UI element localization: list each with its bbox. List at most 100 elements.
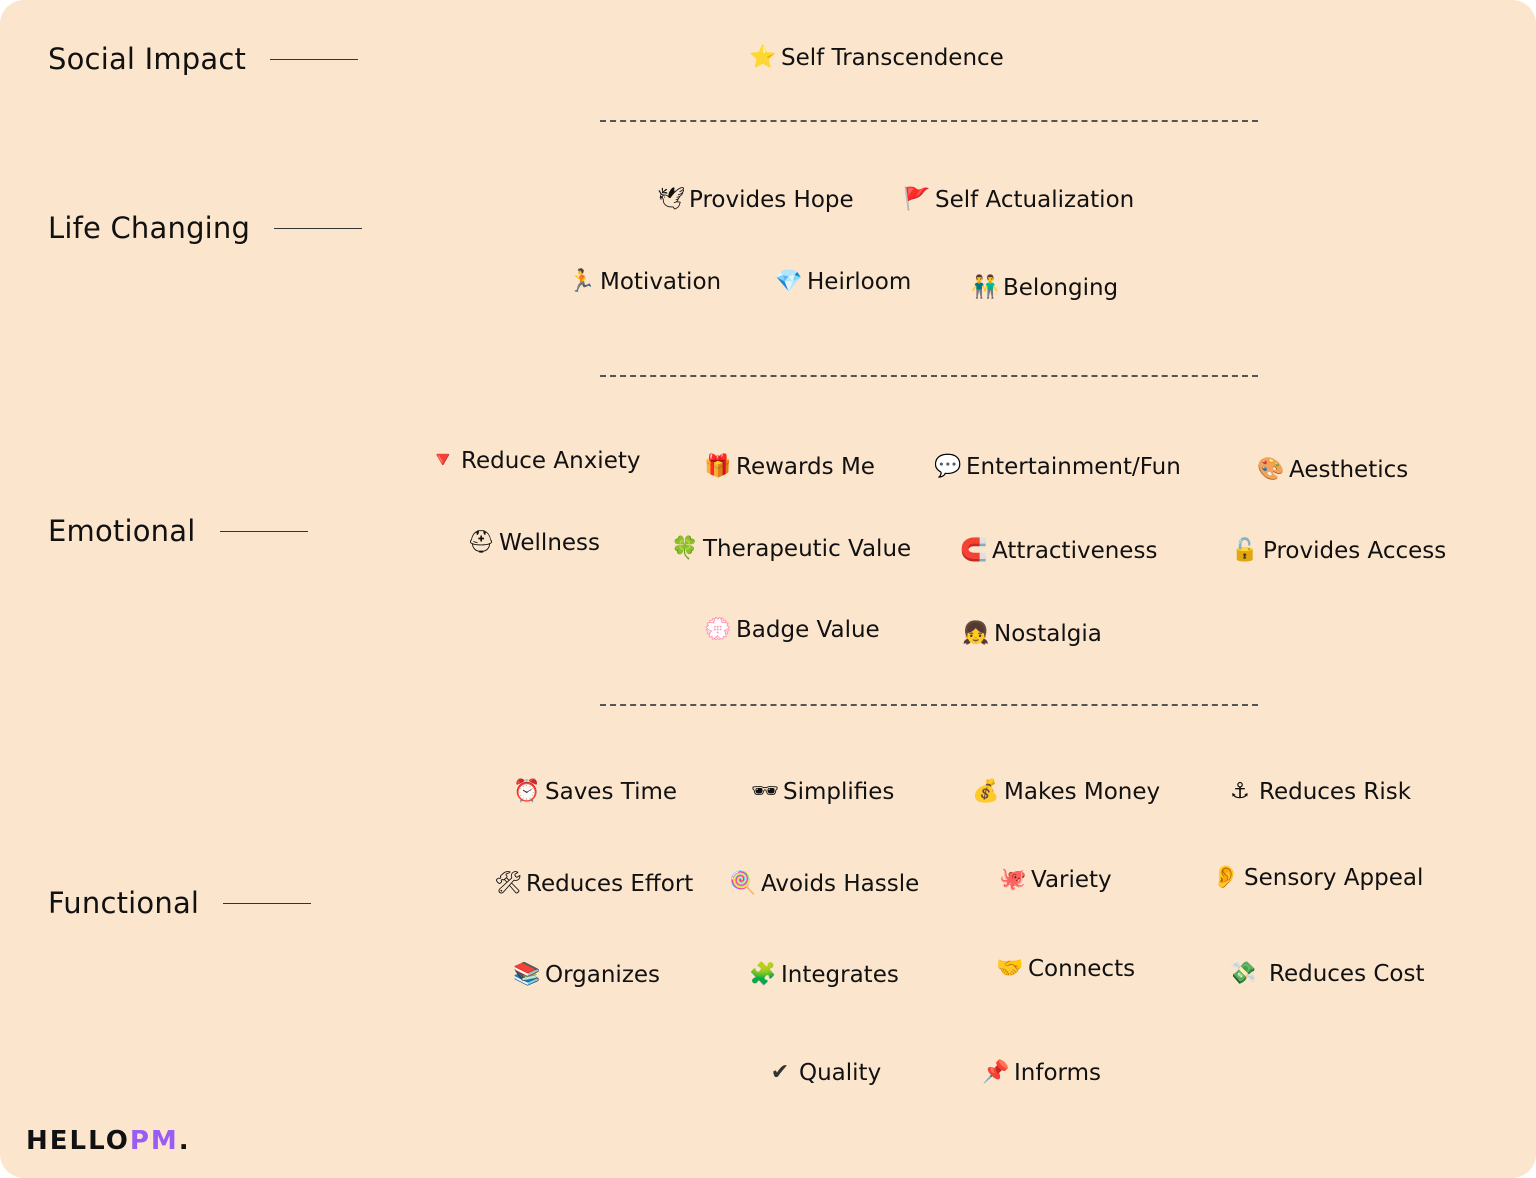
layer-label-life-changing: Life Changing bbox=[48, 211, 363, 245]
value-belonging: 👬 Belonging bbox=[971, 275, 1118, 301]
value-attractiveness: 🧲 Attractiveness bbox=[960, 538, 1157, 564]
value-label: Informs bbox=[1014, 1060, 1101, 1086]
layer-divider bbox=[600, 120, 1258, 122]
hammer-wrench-icon: 🛠 bbox=[494, 871, 522, 896]
value-variety: 🐙 Variety bbox=[999, 867, 1112, 893]
dove-icon: 🕊 bbox=[657, 187, 685, 212]
value-simplifies: 🕶 Simplifies bbox=[751, 779, 894, 805]
value-wellness: ⛑ Wellness bbox=[467, 530, 600, 556]
money-with-wings-icon: 💸 bbox=[1229, 961, 1257, 986]
value-label: Rewards Me bbox=[736, 454, 875, 480]
value-quality: ✔ Quality bbox=[767, 1060, 881, 1086]
money-bag-icon: 💰 bbox=[972, 779, 1000, 804]
label-connector-line bbox=[223, 902, 312, 904]
value-label: Quality bbox=[799, 1060, 882, 1086]
star-icon: ⭐ bbox=[749, 45, 777, 70]
badge-flower-icon: 💮 bbox=[704, 617, 732, 642]
check-mark-icon: ✔ bbox=[770, 1060, 790, 1085]
value-organizes: 📚 Organizes bbox=[513, 962, 660, 988]
value-label: Organizes bbox=[545, 962, 661, 988]
books-icon: 📚 bbox=[513, 962, 541, 987]
label-connector-line bbox=[270, 58, 359, 60]
red-triangle-down-icon: 🔻 bbox=[429, 448, 457, 473]
value-connects: 🤝 Connects bbox=[996, 956, 1135, 982]
value-motivation: 🏃 Motivation bbox=[568, 269, 721, 295]
layer-title: Life Changing bbox=[48, 211, 251, 245]
value-label: Simplifies bbox=[783, 779, 895, 805]
logo-pm: PM bbox=[129, 1126, 179, 1156]
ear-icon: 👂 bbox=[1212, 865, 1240, 890]
value-label: Heirloom bbox=[807, 269, 912, 295]
value-label: Wellness bbox=[499, 530, 601, 556]
value-reduces-risk: ⚓ Reduces Risk bbox=[1227, 779, 1411, 805]
logo-hello: HELLO bbox=[26, 1126, 130, 1156]
value-badge-value: 💮 Badge Value bbox=[704, 617, 880, 643]
value-label: Reduce Anxiety bbox=[461, 448, 641, 474]
value-label: Entertainment/Fun bbox=[966, 454, 1181, 480]
logo-dot: . bbox=[178, 1126, 191, 1156]
value-sensory-appeal: 👂 Sensory Appeal bbox=[1212, 865, 1423, 891]
value-label: Reduces Risk bbox=[1259, 779, 1412, 805]
value-label: Variety bbox=[1031, 867, 1112, 893]
alarm-clock-icon: ⏰ bbox=[513, 779, 541, 804]
value-heirloom: 💎 Heirloom bbox=[775, 269, 911, 295]
value-rewards-me: 🎁 Rewards Me bbox=[704, 454, 875, 480]
girl-face-icon: 👧 bbox=[962, 621, 990, 646]
value-self-actualization: 🚩 Self Actualization bbox=[903, 187, 1134, 213]
value-entertainment-fun: 💬 Entertainment/Fun bbox=[934, 454, 1181, 480]
value-self-transcendence: ⭐ Self Transcendence bbox=[749, 45, 1004, 71]
label-connector-line bbox=[274, 227, 363, 229]
layer-title: Emotional bbox=[48, 514, 196, 548]
gem-icon: 💎 bbox=[775, 269, 803, 294]
value-label: Connects bbox=[1028, 956, 1136, 982]
value-label: Attractiveness bbox=[992, 538, 1158, 564]
value-label: Therapeutic Value bbox=[703, 536, 912, 562]
value-label: Belonging bbox=[1003, 275, 1119, 301]
anchor-icon: ⚓ bbox=[1230, 779, 1250, 804]
value-makes-money: 💰 Makes Money bbox=[972, 779, 1160, 805]
runner-icon: 🏃 bbox=[568, 269, 596, 294]
hellopm-logo: HELLOPM. bbox=[26, 1126, 191, 1156]
value-label: Integrates bbox=[781, 962, 899, 988]
value-therapeutic-value: 🍀 Therapeutic Value bbox=[671, 536, 911, 562]
value-aesthetics: 🎨 Aesthetics bbox=[1257, 457, 1408, 483]
lollipop-icon: 🍭 bbox=[729, 871, 757, 896]
value-label: Motivation bbox=[600, 269, 722, 295]
speech-bubble-icon: 💬 bbox=[934, 454, 962, 479]
value-label: Makes Money bbox=[1004, 779, 1161, 805]
value-label: Avoids Hassle bbox=[761, 871, 920, 897]
value-reduces-cost: 💸 Reduces Cost bbox=[1229, 961, 1425, 987]
puzzle-piece-icon: 🧩 bbox=[749, 962, 777, 987]
value-reduces-effort: 🛠 Reduces Effort bbox=[494, 871, 693, 897]
palette-icon: 🎨 bbox=[1257, 457, 1285, 482]
people-holding-hands-icon: 👬 bbox=[971, 275, 999, 300]
four-leaf-clover-icon: 🍀 bbox=[671, 536, 699, 561]
value-label: Saves Time bbox=[545, 779, 678, 805]
value-label: Provides Access bbox=[1263, 538, 1447, 564]
padlock-icon: 🔓 bbox=[1231, 538, 1259, 563]
value-saves-time: ⏰ Saves Time bbox=[513, 779, 677, 805]
value-nostalgia: 👧 Nostalgia bbox=[962, 621, 1102, 647]
value-avoids-hassle: 🍭 Avoids Hassle bbox=[729, 871, 919, 897]
value-label: Reduces Cost bbox=[1269, 961, 1425, 987]
label-connector-line bbox=[219, 530, 308, 532]
layer-divider bbox=[600, 375, 1258, 377]
value-label: Provides Hope bbox=[689, 187, 854, 213]
layer-title: Social Impact bbox=[48, 42, 247, 76]
gift-icon: 🎁 bbox=[704, 454, 732, 479]
value-label: Badge Value bbox=[736, 617, 880, 643]
flag-icon: 🚩 bbox=[903, 187, 931, 212]
layer-label-social-impact: Social Impact bbox=[48, 42, 359, 76]
layer-label-emotional: Emotional bbox=[48, 514, 308, 548]
rescue-helmet-icon: ⛑ bbox=[467, 530, 495, 555]
value-label: Sensory Appeal bbox=[1244, 865, 1424, 891]
value-label: Self Transcendence bbox=[781, 45, 1004, 71]
layer-divider bbox=[600, 704, 1258, 706]
octopus-icon: 🐙 bbox=[999, 867, 1027, 892]
value-provides-hope: 🕊 Provides Hope bbox=[657, 187, 854, 213]
magnet-icon: 🧲 bbox=[960, 538, 988, 563]
layer-label-functional: Functional bbox=[48, 886, 312, 920]
value-label: Self Actualization bbox=[935, 187, 1135, 213]
value-informs: 📌 Informs bbox=[982, 1060, 1101, 1086]
